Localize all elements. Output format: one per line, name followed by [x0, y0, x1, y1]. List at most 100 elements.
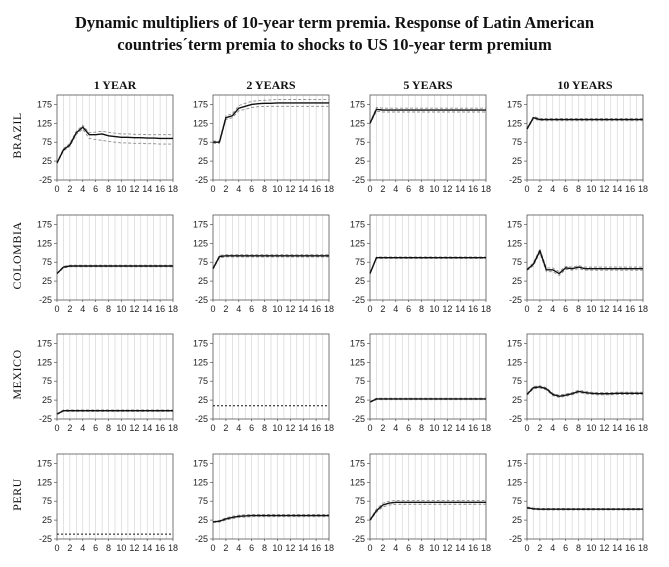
x-tick-label-brazil-10-years-8: 8 — [576, 184, 581, 194]
column-header-1-year: 1 YEAR — [94, 78, 137, 92]
x-tick-label-colombia-10-years-10: 10 — [586, 304, 596, 314]
series-lower-band-brazil-1-year — [56, 128, 173, 164]
series-lower-band-mexico-5-years — [369, 399, 486, 403]
panel-frame-peru-10-years — [526, 453, 644, 540]
panel-frame-mexico-10-years — [526, 333, 644, 420]
series-mean-colombia-2-years — [212, 255, 329, 269]
series-upper-band-colombia-2-years — [212, 254, 329, 269]
figure-title-line-1: Dynamic multipliers of 10-year term prem… — [74, 13, 595, 32]
y-tick-label-colombia-5-years-125: 125 — [350, 238, 365, 248]
x-tick-label-brazil-10-years-6: 6 — [563, 184, 568, 194]
series-upper-band-brazil-5-years — [369, 106, 486, 123]
y-tick-label-peru-5-years-125: 125 — [350, 477, 365, 487]
x-tick-label-mexico-5-years-2: 2 — [380, 423, 385, 433]
series-lower-band-brazil-10-years — [526, 118, 643, 130]
x-tick-label-peru-5-years-18: 18 — [481, 543, 491, 553]
x-tick-label-brazil-5-years-4: 4 — [393, 184, 398, 194]
x-tick-label-colombia-2-years-2: 2 — [223, 304, 228, 314]
x-tick-label-brazil-1-year-18: 18 — [168, 184, 178, 194]
y-tick-label-mexico-2-years-175: 175 — [193, 338, 208, 348]
y-tick-label-peru-1-year-25: 25 — [42, 515, 52, 525]
series-upper-band-brazil-1-year — [56, 124, 173, 163]
x-tick-label-colombia-1-year-4: 4 — [80, 304, 85, 314]
x-tick-label-peru-1-year-18: 18 — [168, 543, 178, 553]
series-mean-brazil-10-years — [526, 116, 643, 130]
series-mean-mexico-10-years — [526, 386, 643, 398]
x-tick-label-mexico-5-years-14: 14 — [455, 423, 465, 433]
series-upper-band-colombia-10-years — [526, 247, 643, 273]
series-lower-band-brazil-2-years — [213, 105, 329, 144]
x-tick-label-brazil-2-years-4: 4 — [236, 184, 241, 194]
series-mean-brazil-2-years — [213, 102, 329, 143]
x-tick-label-colombia-2-years-8: 8 — [262, 304, 267, 314]
x-tick-label-brazil-1-year-6: 6 — [93, 184, 98, 194]
x-tick-label-brazil-5-years-18: 18 — [481, 184, 491, 194]
x-tick-label-brazil-5-years-6: 6 — [406, 184, 411, 194]
series-mean-peru-10-years — [526, 506, 643, 510]
x-tick-label-mexico-5-years-8: 8 — [419, 423, 424, 433]
x-tick-label-colombia-10-years-0: 0 — [524, 304, 529, 314]
y-tick-label-colombia-2-years-175: 175 — [193, 219, 208, 229]
x-tick-label-peru-2-years-14: 14 — [298, 543, 308, 553]
y-tick-label-colombia-1-year-125: 125 — [37, 238, 52, 248]
x-tick-label-colombia-1-year-8: 8 — [106, 304, 111, 314]
y-tick-label-peru-10-years-25: -25 — [509, 534, 522, 544]
x-tick-label-colombia-5-years-0: 0 — [367, 304, 372, 314]
x-tick-label-colombia-5-years-18: 18 — [481, 304, 491, 314]
x-tick-label-peru-1-year-14: 14 — [142, 543, 152, 553]
series-lower-band-peru-2-years — [212, 516, 329, 523]
y-tick-label-colombia-1-year-25: 25 — [42, 276, 52, 286]
x-tick-label-mexico-2-years-2: 2 — [223, 423, 228, 433]
x-tick-label-peru-2-years-10: 10 — [272, 543, 282, 553]
x-tick-label-brazil-1-year-10: 10 — [116, 184, 126, 194]
y-tick-label-mexico-1-year-75: 75 — [42, 376, 52, 386]
x-tick-label-brazil-5-years-10: 10 — [429, 184, 439, 194]
y-tick-label-brazil-10-years-75: 75 — [512, 137, 522, 147]
panel-frame-brazil-1-year — [56, 94, 174, 181]
y-tick-label-peru-5-years-25: -25 — [352, 534, 365, 544]
y-tick-label-brazil-5-years-75: 75 — [355, 137, 365, 147]
series-upper-band-peru-2-years — [212, 513, 329, 523]
x-tick-label-mexico-1-year-2: 2 — [67, 423, 72, 433]
y-tick-label-peru-5-years-75: 75 — [355, 496, 365, 506]
x-tick-label-mexico-10-years-16: 16 — [625, 423, 635, 433]
x-tick-label-mexico-2-years-16: 16 — [311, 423, 321, 433]
series-upper-band-mexico-10-years — [526, 385, 643, 396]
y-tick-label-brazil-10-years-25: 25 — [512, 156, 522, 166]
y-tick-label-peru-2-years-25: -25 — [195, 534, 208, 544]
y-tick-label-brazil-2-years-25: 25 — [198, 156, 208, 166]
y-tick-label-brazil-1-year-125: 125 — [37, 118, 52, 128]
y-tick-label-brazil-1-year-75: 75 — [42, 137, 52, 147]
x-tick-label-peru-5-years-6: 6 — [406, 543, 411, 553]
x-tick-label-mexico-1-year-14: 14 — [142, 423, 152, 433]
x-tick-label-brazil-5-years-14: 14 — [455, 184, 465, 194]
figure-title-line-2: countries´term premia to shocks to US 10… — [117, 35, 552, 54]
x-tick-label-mexico-2-years-0: 0 — [210, 423, 215, 433]
y-tick-label-mexico-2-years-75: 75 — [198, 376, 208, 386]
x-tick-label-mexico-2-years-8: 8 — [262, 423, 267, 433]
x-tick-label-peru-1-year-0: 0 — [54, 543, 59, 553]
x-tick-label-brazil-2-years-0: 0 — [210, 184, 215, 194]
x-tick-label-mexico-5-years-12: 12 — [442, 423, 452, 433]
row-label-colombia: COLOMBIA — [10, 221, 24, 289]
x-tick-label-peru-2-years-18: 18 — [324, 543, 334, 553]
x-tick-label-colombia-5-years-16: 16 — [468, 304, 478, 314]
x-tick-label-colombia-5-years-10: 10 — [429, 304, 439, 314]
series-mean-colombia-1-year — [56, 265, 173, 275]
series-upper-band-peru-10-years — [526, 506, 643, 509]
x-tick-label-mexico-1-year-10: 10 — [116, 423, 126, 433]
y-tick-label-peru-1-year-175: 175 — [37, 458, 52, 468]
series-mean-colombia-5-years — [369, 256, 486, 274]
y-tick-label-colombia-1-year-75: 75 — [42, 257, 52, 267]
x-tick-label-peru-5-years-2: 2 — [380, 543, 385, 553]
x-tick-label-colombia-1-year-6: 6 — [93, 304, 98, 314]
y-tick-label-peru-2-years-25: 25 — [198, 515, 208, 525]
y-tick-label-colombia-5-years-75: 75 — [355, 257, 365, 267]
x-tick-label-brazil-10-years-2: 2 — [537, 184, 542, 194]
y-tick-label-mexico-1-year-125: 125 — [37, 357, 52, 367]
x-tick-label-colombia-2-years-10: 10 — [272, 304, 282, 314]
series-lower-band-peru-10-years — [526, 507, 643, 511]
y-tick-label-brazil-10-years-175: 175 — [507, 99, 522, 109]
y-tick-label-colombia-10-years-25: 25 — [512, 276, 522, 286]
